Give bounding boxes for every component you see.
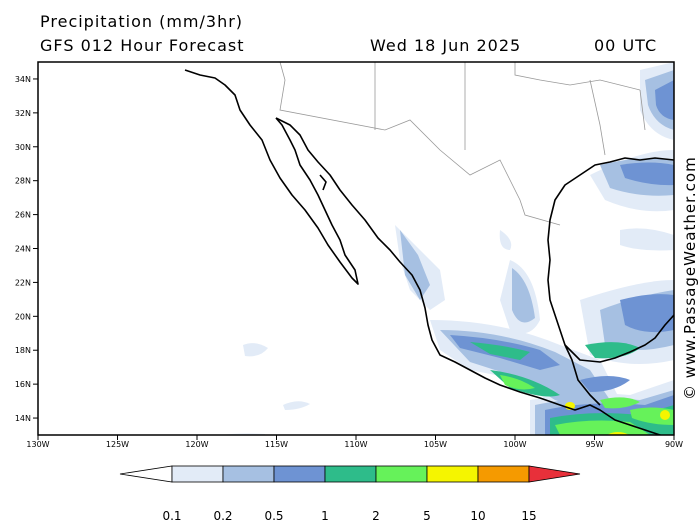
forecast-date: Wed 18 Jun 2025	[370, 36, 522, 55]
lat-tick-label: 32N	[15, 109, 31, 118]
colorbar-swatch	[477, 465, 530, 483]
lon-tick-label: 100W	[503, 440, 526, 449]
lat-tick-label: 20N	[15, 312, 31, 321]
coastlines	[184, 69, 674, 435]
lat-tick-label: 26N	[15, 211, 31, 220]
lat-tick-label: 16N	[15, 380, 31, 389]
lon-tick-label: 120W	[185, 440, 208, 449]
lat-tick-label: 24N	[15, 245, 31, 254]
lat-tick-label: 28N	[15, 177, 31, 186]
political-borders	[279, 62, 646, 226]
colorbar-high-arrow	[528, 465, 581, 483]
lon-tick-label: 90W	[665, 440, 683, 449]
map-title: Precipitation (mm/3hr)	[40, 12, 244, 31]
watermark: © www.PassageWeather.com	[681, 156, 699, 400]
lon-tick-label: 95W	[585, 440, 603, 449]
lat-tick-label: 34N	[15, 75, 31, 84]
lat-tick-label: 22N	[15, 278, 31, 287]
forecast-time: 00 UTC	[594, 36, 658, 55]
lat-tick-label: 18N	[15, 346, 31, 355]
colorbar-label: 1	[321, 509, 329, 523]
colorbar-swatch	[324, 465, 377, 483]
colorbar-label: 15	[521, 509, 537, 523]
colorbar-swatch	[426, 465, 479, 483]
lon-tick-label: 130W	[26, 440, 49, 449]
lon-tick-label: 105W	[424, 440, 447, 449]
colorbar-label: 0.2	[213, 509, 233, 523]
colorbar-label: 10	[470, 509, 486, 523]
lat-tick-label: 30N	[15, 143, 31, 152]
colorbar-low-arrow	[119, 465, 173, 483]
colorbar-label: 0.1	[162, 509, 182, 523]
colorbar-swatch	[222, 465, 275, 483]
colorbar-label: 5	[423, 509, 431, 523]
colorbar-swatch	[273, 465, 326, 483]
lon-tick-label: 115W	[265, 440, 288, 449]
lat-tick-label: 14N	[15, 414, 31, 423]
longitude-axis: 130W 125W 120W 115W 110W 105W 100W 95W 90W	[26, 435, 683, 449]
lon-tick-label: 110W	[344, 440, 367, 449]
colorbar-label: 0.5	[264, 509, 284, 523]
model-label: GFS 012 Hour Forecast	[40, 36, 245, 55]
lon-tick-label: 125W	[106, 440, 129, 449]
colorbar-label: 2	[372, 509, 380, 523]
precip-red	[616, 438, 624, 444]
latitude-axis: 14N 16N 18N 20N 22N 24N 26N 28N 30N 32N 34N	[15, 75, 38, 423]
colorbar-swatch	[171, 465, 224, 483]
precip-orange	[609, 435, 627, 445]
precip-colorbar	[119, 465, 581, 483]
colorbar-swatch	[375, 465, 428, 483]
